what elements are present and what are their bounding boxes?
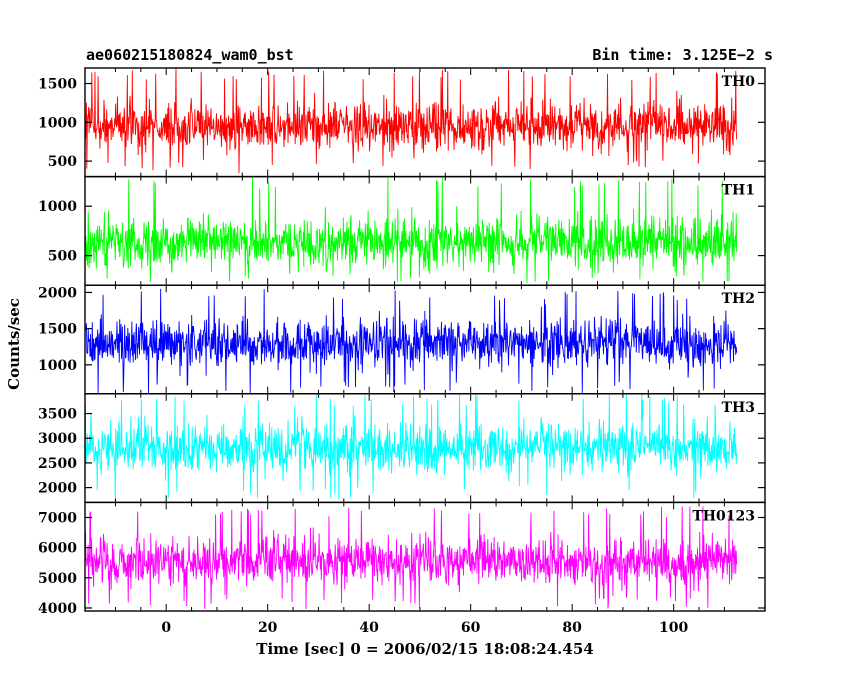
y-tick-label: 4000 (38, 601, 77, 617)
panel-label-th1: TH1 (722, 183, 755, 199)
y-tick-label: 2500 (38, 456, 77, 472)
panel-label-th0: TH0 (722, 74, 756, 90)
x-tick-label: 40 (359, 620, 379, 636)
x-tick-label: 100 (659, 620, 688, 636)
panel-th1: 500 1000 TH1 (38, 175, 766, 286)
y-tick-label: 1000 (38, 199, 77, 215)
series-th3-line (85, 393, 738, 500)
y-tick-label: 7000 (38, 510, 77, 526)
panel-th0: 500 1000 1500 TH0 (38, 67, 766, 178)
series-th1-line (85, 176, 738, 284)
panel-label-th0123: TH0123 (692, 508, 755, 524)
y-tick-label: 500 (48, 154, 77, 170)
x-axis-title: Time [sec] 0 = 2006/02/15 18:08:24.454 (256, 640, 593, 658)
panel-label-th2: TH2 (722, 291, 755, 307)
y-tick-label: 500 (48, 249, 77, 265)
panel-th0123: 4000 5000 6000 7000 TH0123 (38, 501, 766, 617)
y-tick-label: 1000 (38, 358, 77, 374)
panel-frame (84, 501, 766, 612)
chart-title: ae060215180824_wam0_bst (86, 46, 294, 64)
y-tick-label: 6000 (38, 541, 77, 557)
x-axis: 0 20 40 60 80 100 (161, 620, 688, 636)
x-tick-label: 80 (562, 620, 582, 636)
x-tick-label: 20 (258, 620, 278, 636)
y-tick-label: 2000 (38, 285, 77, 301)
y-tick-label: 2000 (38, 481, 77, 497)
y-tick-label: 1500 (38, 322, 77, 338)
bin-time-label: Bin time: 3.125E−2 s (592, 46, 773, 64)
series-th0-line (85, 68, 738, 174)
panel-th3: 2000 2500 3000 3500 TH3 (38, 393, 766, 504)
y-tick-label: 3500 (38, 407, 77, 423)
series-th2-line (85, 288, 738, 394)
x-tick-label: 60 (461, 620, 481, 636)
panels-group: 500 1000 1500 TH0 500 1000 TH1 1000 1500 2000 TH2 2… (38, 67, 766, 617)
y-axis-title: Counts/sec (5, 298, 23, 390)
y-tick-label: 1500 (38, 77, 77, 93)
y-tick-label: 1000 (38, 115, 77, 131)
panel-th2: 1000 1500 2000 TH2 (38, 284, 766, 395)
panel-label-th3: TH3 (722, 400, 755, 416)
y-tick-label: 5000 (38, 571, 77, 587)
series-th0123-line (85, 506, 738, 610)
x-tick-label: 0 (161, 620, 171, 636)
y-tick-label: 3000 (38, 431, 77, 447)
